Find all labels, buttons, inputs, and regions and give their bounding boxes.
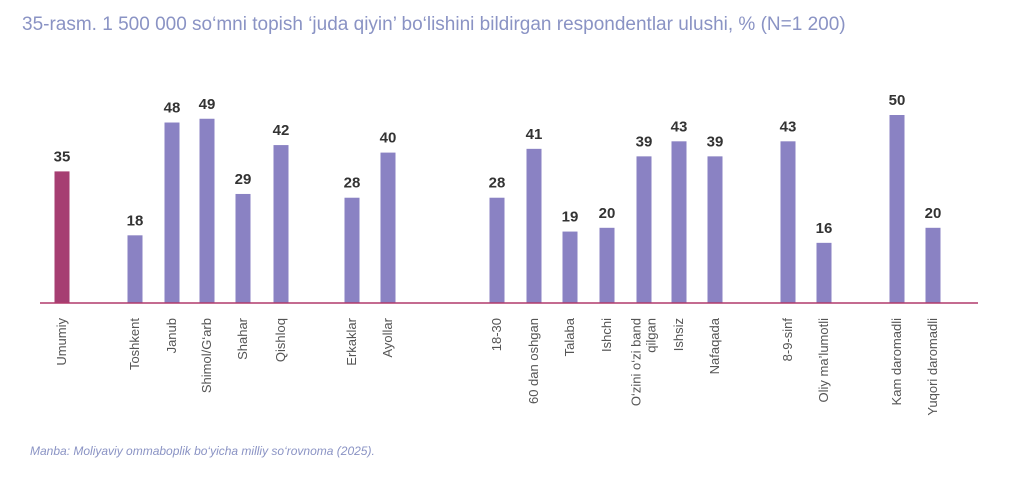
bar [599,227,615,303]
category-label: Oliy ma’lumotli [816,318,831,403]
bar [707,156,723,303]
bar [127,235,143,303]
value-label: 20 [925,205,942,222]
category-label: Qishloq [273,318,288,362]
value-label: 43 [671,118,688,135]
category-label: Shimol/G‘arb [199,318,214,393]
category-label: Toshkent [127,318,142,370]
bar [164,122,180,304]
bar [526,148,542,303]
value-label: 29 [235,171,252,188]
value-labels-group: 35 18 48 49 29 42 28 40 28 41 19 20 39 43 39 43 16 50 20 [54,92,942,237]
category-label: Kam daromadli [889,318,904,406]
value-label: 28 [344,175,361,192]
value-label: 16 [816,220,833,237]
bar [780,141,796,303]
value-label: 18 [127,212,144,229]
value-label: 39 [636,133,653,150]
value-label: 20 [599,205,616,222]
value-label: 19 [562,209,579,226]
bar [235,193,251,303]
bar [889,115,905,303]
category-label: 8-9-sinf [780,318,795,362]
source-note: Manba: Moliyaviy ommaboplik bo‘yicha mil… [30,444,375,458]
bar [489,197,505,303]
value-label: 40 [380,130,397,147]
category-label: qilgan [644,318,659,353]
category-labels-group: Umumiy Toshkent Janub Shimol/G‘arb Shahar Qis… [54,317,940,415]
bar [344,197,360,303]
category-label: O‘zini o‘zi band [629,318,644,406]
category-label: Umumiy [54,318,69,366]
category-label: Talaba [562,317,577,356]
bar [54,171,70,303]
category-label: 60 dan oshgan [526,318,541,404]
category-label: Janub [164,318,179,353]
category-label: Erkaklar [344,317,359,365]
bar [273,145,289,303]
value-label: 42 [273,122,290,139]
value-label: 50 [889,92,906,109]
chart-title: 35-rasm. 1 500 000 so‘mni topish ‘juda q… [22,14,846,35]
category-label: 18-30 [489,318,504,351]
bar [380,152,396,303]
category-label: Ayollar [380,317,395,357]
category-label: Ishchi [599,318,614,352]
category-label: Shahar [235,317,250,360]
bars-group [54,115,941,304]
bar [636,156,652,303]
category-label: Nafaqada [707,317,722,374]
bar [925,227,941,303]
value-label: 41 [526,126,543,143]
bar [199,118,215,303]
bar [562,231,578,303]
value-label: 28 [489,175,506,192]
category-label: Yuqori daromadli [925,318,940,416]
bar-chart: 35 18 48 49 29 42 28 40 28 41 19 20 39 43 39 43 16 50 20 U… [40,92,978,416]
value-label: 35 [54,148,71,165]
value-label: 43 [780,118,797,135]
category-label: Ishsiz [671,318,686,351]
bar [816,242,832,303]
value-label: 49 [199,96,216,113]
value-label: 48 [164,100,181,117]
value-label: 39 [707,133,724,150]
bar [671,141,687,303]
